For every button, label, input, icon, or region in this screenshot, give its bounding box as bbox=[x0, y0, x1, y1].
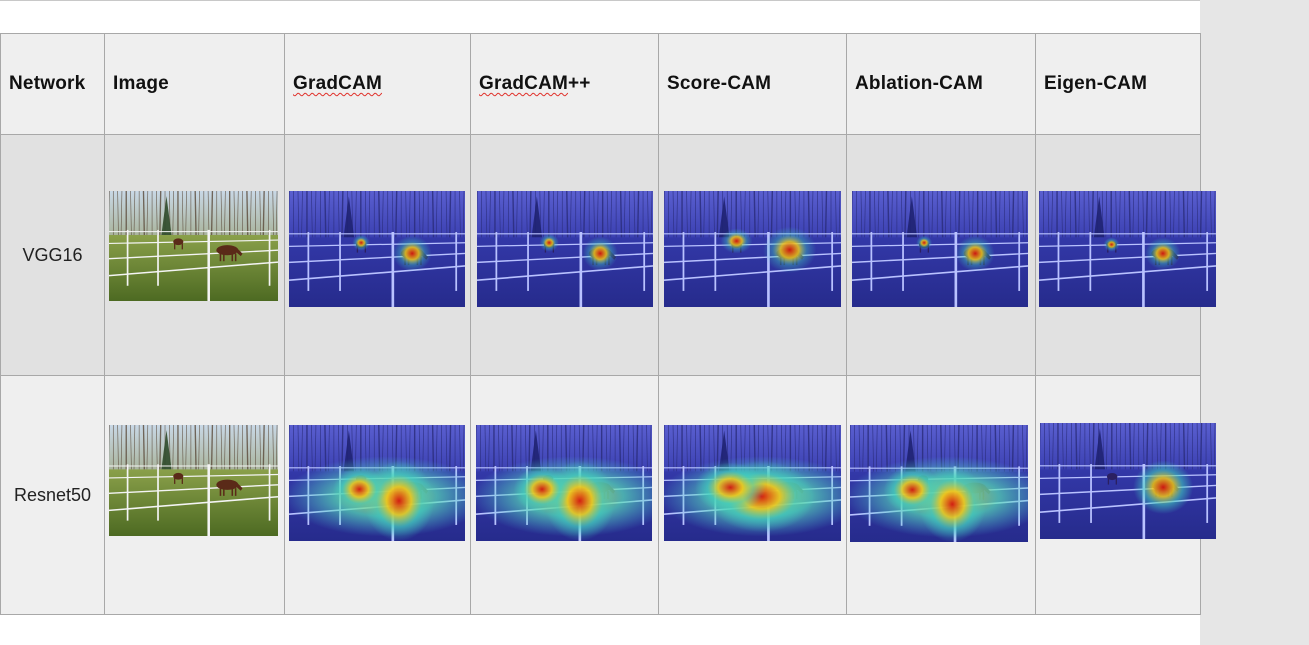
heatmap-gradcampp[interactable] bbox=[476, 425, 652, 541]
heatmap-gradcam[interactable] bbox=[289, 191, 465, 307]
header-gradcampp-suffix: ++ bbox=[568, 73, 591, 94]
heatmap-gradcam[interactable] bbox=[289, 425, 465, 541]
heatmap-ablationcam[interactable] bbox=[852, 191, 1028, 307]
header-gradcam: GradCAM bbox=[293, 73, 383, 94]
document-margin bbox=[1200, 0, 1309, 645]
header-image[interactable]: Image bbox=[104, 33, 285, 135]
heatmap-scorecam[interactable] bbox=[664, 191, 841, 307]
network-label[interactable]: VGG16 bbox=[0, 134, 105, 376]
heatmap-eigencam[interactable] bbox=[1039, 191, 1216, 307]
heatmap-ablationcam[interactable] bbox=[850, 425, 1028, 542]
header-gradcampp-cell[interactable]: GradCAM++ bbox=[470, 33, 659, 135]
header-network[interactable]: Network bbox=[0, 33, 105, 135]
heatmap-scorecam[interactable] bbox=[664, 425, 841, 541]
header-scorecam[interactable]: Score-CAM bbox=[658, 33, 847, 135]
heatmap-gradcampp[interactable] bbox=[477, 191, 653, 307]
header-row: Network Image GradCAM GradCAM++ Score-CA… bbox=[0, 33, 1201, 135]
header-eigencam[interactable]: Eigen-CAM bbox=[1035, 33, 1201, 135]
horse-photo[interactable] bbox=[109, 425, 278, 536]
header-gradcam-cell[interactable]: GradCAM bbox=[284, 33, 471, 135]
horse-photo[interactable] bbox=[109, 191, 278, 301]
header-gradcampp: GradCAM bbox=[479, 73, 569, 94]
network-label[interactable]: Resnet50 bbox=[0, 375, 105, 615]
heatmap-eigencam[interactable] bbox=[1040, 423, 1216, 539]
header-ablationcam[interactable]: Ablation-CAM bbox=[846, 33, 1036, 135]
page-top-edge bbox=[0, 0, 1200, 1]
